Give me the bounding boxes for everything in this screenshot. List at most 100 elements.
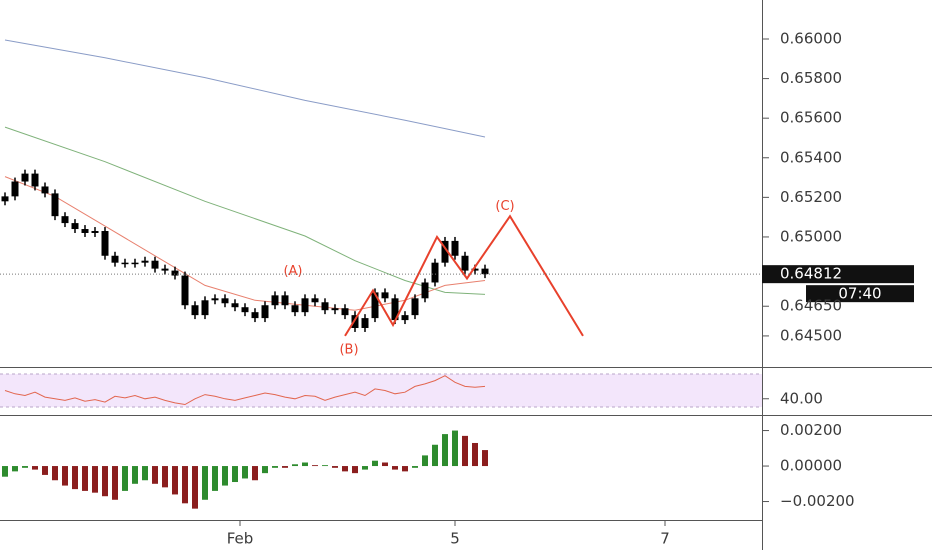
y-tick-label: 0.00200: [780, 421, 842, 439]
histogram-bar: [52, 466, 58, 481]
histogram-bar: [272, 466, 278, 468]
candle-body: [441, 240, 449, 263]
histogram-bar: [132, 466, 138, 484]
candle-body: [61, 216, 69, 224]
histogram-bar: [422, 455, 428, 467]
histogram-bar: [372, 460, 378, 467]
histogram-bar: [242, 466, 248, 479]
candle-body: [361, 318, 369, 329]
candle-body: [251, 312, 259, 319]
wave-label: (A): [283, 264, 302, 279]
candle-body: [141, 260, 149, 263]
candle-body: [321, 302, 329, 311]
wave-label: (C): [495, 199, 514, 214]
y-tick-label: 0.66000: [780, 29, 842, 47]
histogram-bar: [22, 466, 28, 468]
candle-body: [291, 305, 299, 313]
candle-body: [341, 308, 349, 316]
candle-body: [151, 260, 159, 269]
candle-body: [281, 295, 289, 306]
histogram-bar: [442, 434, 448, 467]
candle-body: [381, 292, 389, 299]
countdown-box: [806, 285, 914, 303]
moving-average: [4, 39, 486, 138]
candle-body: [201, 300, 209, 316]
candle-body: [111, 255, 119, 263]
histogram-bar: [252, 466, 258, 481]
histogram-bar: [142, 466, 148, 481]
histogram-bar: [392, 466, 398, 470]
candle-body: [131, 262, 139, 265]
histogram-bar: [92, 466, 98, 493]
histogram-bar: [202, 466, 208, 500]
histogram-bar: [182, 466, 188, 504]
histogram-bar: [62, 466, 68, 486]
histogram-bar: [482, 450, 488, 467]
histogram-bar: [432, 444, 438, 467]
candle-body: [391, 298, 399, 321]
candle-body: [1, 196, 9, 202]
histogram-bar: [262, 466, 268, 474]
candle-body: [91, 231, 99, 233]
wave-label: (B): [339, 342, 358, 357]
histogram-bar: [382, 462, 388, 467]
candle-body: [81, 229, 89, 233]
y-tick-label: 0.65400: [780, 148, 842, 166]
last-price-box: [762, 265, 914, 284]
candle-body: [21, 173, 29, 182]
histogram-bar: [292, 464, 298, 467]
countdown-label: 07:40: [838, 285, 881, 303]
histogram-bar: [32, 466, 38, 470]
histogram-bar: [222, 466, 228, 486]
histogram-bar: [402, 466, 408, 472]
candle-body: [171, 270, 179, 276]
candle-body: [191, 305, 199, 316]
histogram-bar: [312, 465, 318, 467]
candle-body: [221, 298, 229, 304]
histogram-bar: [362, 466, 368, 470]
candle-body: [271, 295, 279, 306]
candle-body: [411, 298, 419, 316]
histogram-bar: [352, 466, 358, 474]
x-tick-label: Feb: [227, 530, 254, 548]
candle-body: [351, 315, 359, 329]
y-tick-label: 0.64500: [780, 326, 842, 344]
histogram-bar: [12, 466, 18, 472]
candle-body: [421, 282, 429, 299]
candle-body: [231, 303, 239, 308]
candle-body: [161, 268, 169, 271]
histogram-bar: [152, 466, 158, 484]
histogram-bar: [162, 466, 168, 488]
histogram-bar: [102, 466, 108, 497]
rsi-line: [4, 375, 486, 406]
candle-body: [241, 307, 249, 313]
y-tick-label: −0.00200: [780, 492, 855, 510]
histogram-bar: [452, 430, 458, 467]
candle-body: [471, 268, 479, 271]
candle-body: [181, 275, 189, 306]
y-tick-label: 0.64650: [780, 297, 842, 315]
wave-count: [344, 214, 584, 337]
last-price-label: 0.64812: [780, 265, 842, 283]
histogram-bar: [472, 442, 478, 467]
candle-body: [51, 193, 59, 217]
x-tick-label: 5: [450, 530, 460, 548]
histogram-bar: [462, 435, 468, 467]
y-tick-label: 0.65600: [780, 109, 842, 127]
y-tick-label: 0.00000: [780, 457, 842, 475]
candle-body: [31, 173, 39, 187]
histogram-bar: [412, 466, 418, 468]
candle-body: [481, 268, 489, 275]
candle-body: [301, 298, 309, 313]
histogram-bar: [332, 466, 338, 468]
candle-body: [101, 231, 109, 256]
x-tick-label: 7: [660, 530, 670, 548]
y-tick-label: 0.65000: [780, 227, 842, 245]
y-tick-label: 0.65200: [780, 188, 842, 206]
histogram-bar: [72, 466, 78, 490]
candle-body: [461, 255, 469, 271]
candle-body: [71, 223, 79, 230]
y-tick-label: 0.65800: [780, 69, 842, 87]
candle-body: [371, 292, 379, 319]
